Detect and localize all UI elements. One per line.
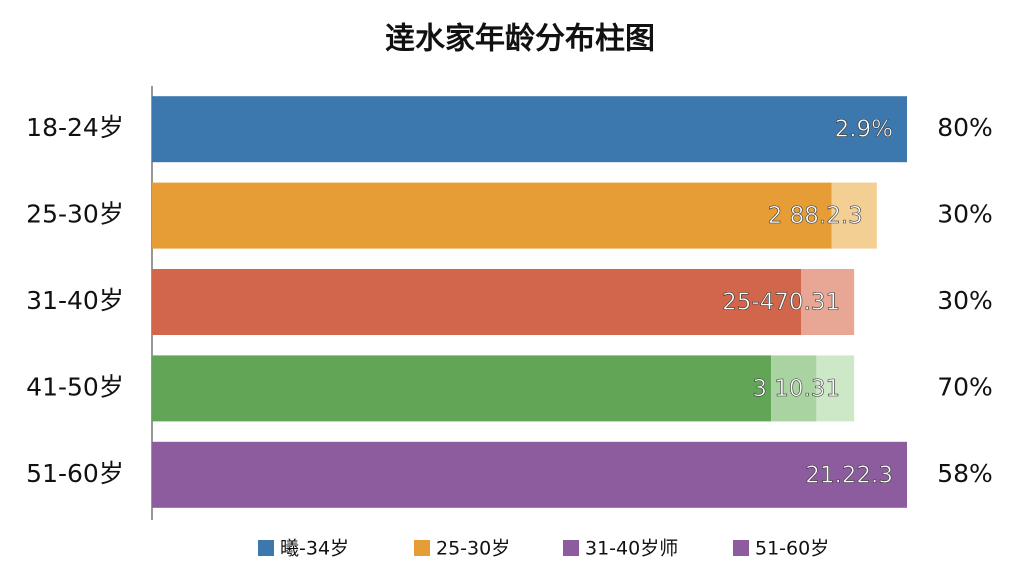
- end-label: 30%: [937, 200, 993, 229]
- bar-segment: [152, 355, 772, 422]
- legend-label: 31-40岁师: [585, 538, 678, 560]
- category-label: 51-60岁: [26, 459, 124, 488]
- end-label: 30%: [937, 286, 993, 315]
- bar-label: 21.22.3: [805, 462, 893, 488]
- legend-swatch: [733, 540, 749, 556]
- bar-segment: [816, 355, 855, 422]
- legend-label: 51-60岁: [755, 538, 829, 560]
- chart-title: 逹水家年龄分布柱图: [385, 22, 655, 57]
- legend-swatch: [258, 540, 274, 556]
- bar-segment: [152, 182, 832, 249]
- bar-label: 2 88.2.3: [768, 203, 863, 229]
- bar-label: 2.9%: [835, 117, 893, 143]
- category-label: 41-50岁: [26, 372, 124, 401]
- bar-segment: [771, 355, 817, 422]
- end-label: 80%: [937, 113, 993, 142]
- category-label: 25-30岁: [26, 200, 124, 229]
- legend-label: 25-30岁: [436, 538, 510, 560]
- category-label: 18-24岁: [26, 113, 124, 142]
- end-label: 58%: [937, 459, 993, 488]
- end-label: 70%: [937, 372, 993, 401]
- bar-segment: [152, 441, 907, 508]
- bar-segment: [152, 269, 802, 335]
- bar-segment: [152, 96, 907, 163]
- legend-swatch: [563, 540, 579, 556]
- bar-label: 25-470.31: [722, 290, 840, 316]
- bar-segment: [831, 182, 877, 249]
- legend-swatch: [414, 540, 430, 556]
- legend-label: 曦-34岁: [280, 538, 349, 560]
- bar-segment: [801, 269, 855, 335]
- bar-label: 3 10.31: [752, 376, 840, 402]
- category-label: 31-40岁: [26, 286, 124, 315]
